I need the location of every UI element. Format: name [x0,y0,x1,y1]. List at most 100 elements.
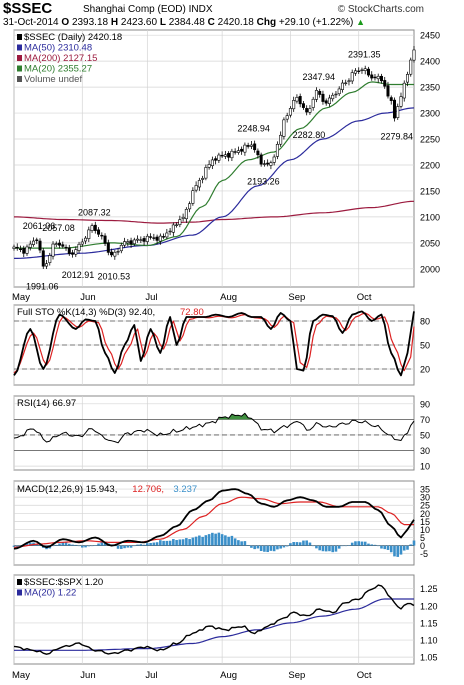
price-y-tick-label: 2250 [420,135,440,145]
price-candle [243,144,247,153]
macd-histogram-bar [285,545,289,547]
price-candle [142,238,146,242]
price-candle [106,242,110,253]
price-candle [175,224,179,226]
legend-item: $SSEC:$SPX 1.20 [24,577,103,588]
price-candle [93,224,97,231]
rsi-y-tick-label: 70 [420,415,430,425]
macd-signal-line [13,496,414,548]
macd-histogram-bar [376,545,380,547]
price-y-tick-label: 2150 [420,186,440,196]
legend-item: MA(20) 2355.27 [24,64,92,75]
legend-item: Volume undef [24,74,82,85]
close-value: 2420.18 [217,17,254,28]
legend-swatch [17,579,22,585]
stochastic-panel[interactable]: 20 50 80 Full STO %K(14,3) %D(3) 92.40, 72.8… [13,304,430,386]
price-candle [181,216,185,219]
macd-histogram-bar [380,545,383,549]
price-candle [87,229,91,239]
price-candle [236,150,240,153]
price-candle [162,236,166,238]
price-candle [178,219,182,225]
legend-item: MA(20) 1.22 [24,588,76,599]
price-candle [279,134,283,145]
macd-histogram-bar [165,540,169,546]
price-candle [223,154,227,157]
rsi-panel[interactable]: 10 30 50 70 90 RSI(14) 66.97 [13,395,430,472]
macd-histogram-bar [188,539,191,546]
macd-histogram-bar [67,543,71,546]
exchange-label: INDX [188,4,213,15]
sto-d-line [13,312,415,374]
macd-histogram-bar [354,541,357,546]
macd-histogram-bar [302,540,305,546]
legend-swatch [17,44,22,51]
ma20-line [14,81,414,249]
legend-item: MA(200) 2127.15 [24,53,97,64]
ratio-y-tick-label: 1.10 [420,636,438,646]
macd-y-tick-label: 20 [420,509,430,519]
ratio-panel[interactable]: 1.05 1.10 1.15 1.20 1.25 $SSEC:$SPX 1.20MA(20… [12,574,438,681]
price-y-tick-label: 2000 [420,264,440,274]
macd-histogram-bar [237,540,240,546]
price-candle [253,143,257,151]
macd-histogram-bar [402,545,406,551]
price-candle [145,235,149,242]
macd-histogram-bar [279,545,282,549]
instrument-name: Shanghai Comp (EOD) [83,4,186,15]
macd-histogram-bar [227,536,230,546]
ratio-y-tick-label: 1.05 [420,653,438,663]
price-candle [227,152,231,158]
price-candle [396,106,400,118]
price-candle [389,97,393,101]
price-candle [269,162,273,166]
legend-item: $SSEC (Daily) 2420.18 [24,32,122,43]
macd-y-tick-label: 25 [420,501,430,511]
sto-k-line [13,310,415,377]
legend-swatch [17,65,22,72]
macd-histogram-bar [129,545,133,548]
macd-histogram-bar [367,543,370,546]
macd-histogram-bar [74,544,78,546]
macd-histogram-bar [207,534,211,546]
macd-histogram-bar [276,545,279,550]
chart-instrument-name: Shanghai Comp (EOD) INDX [83,4,213,15]
macd-histogram-bar [178,539,182,546]
price-candle [370,74,374,79]
price-candle [110,251,114,256]
macd-histogram-bar [64,542,68,546]
price-candle [311,98,315,108]
x-month-label: May [12,292,30,303]
price-candle [165,232,169,238]
price-candle [126,241,130,244]
macd-histogram-bar [204,535,208,546]
macd-y-tick-label: 30 [420,493,430,503]
macd-histogram-bar [324,545,328,552]
ratio-y-tick-label: 1.25 [420,584,438,594]
stockcharts-credit[interactable]: © StockCharts.com [337,4,424,15]
price-candle [139,239,143,241]
price-candle [305,108,309,113]
legend-item: Full STO %K(14,3) %D(3) 92.40, [17,307,155,318]
macd-histogram-bar [38,544,42,546]
legend-swatch [17,55,22,61]
price-candle [357,70,361,72]
price-candle [28,243,32,248]
price-candle [51,243,55,257]
macd-histogram-bar [396,545,400,557]
price-candle [97,229,101,235]
rsi-y-tick-label: 50 [420,430,430,440]
macd-histogram-bar [318,545,321,551]
price-panel[interactable]: 2000 2050 2100 2150 2200 2250 2300 2350 2400 2450… [12,29,440,303]
ratio-plot-area [13,574,415,665]
legend-item: 12.706, [132,484,164,495]
macd-histogram-bar [399,545,403,555]
price-candle [360,69,364,71]
macd-histogram-bar [289,543,292,546]
macd-histogram-bar [295,542,299,546]
x-month-label: Oct [357,670,372,681]
price-candle [191,190,195,204]
price-annotation: 2057.08 [42,223,75,233]
price-candle [233,151,237,153]
